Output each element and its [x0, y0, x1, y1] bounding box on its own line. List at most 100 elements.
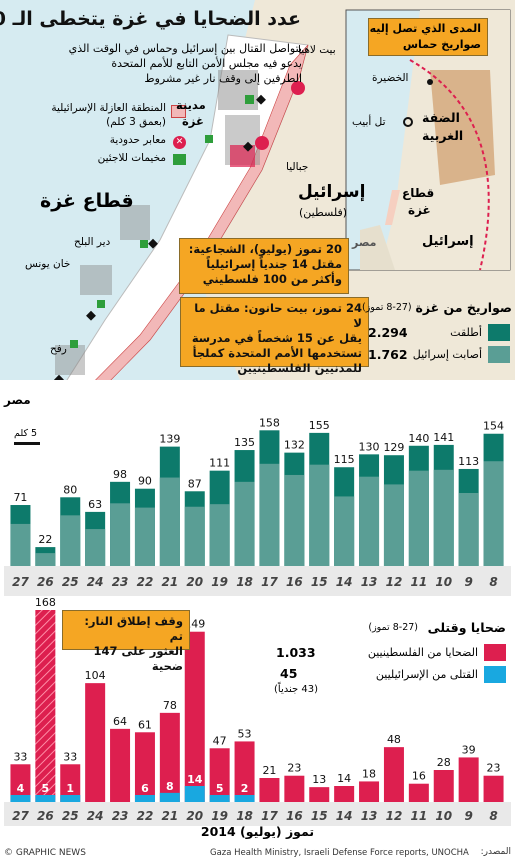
rockets-value-label: 98: [113, 468, 127, 481]
israeli-value-label: 14: [187, 773, 203, 786]
palestinian-value-label: 18: [362, 767, 376, 780]
label-jabalia: جباليا: [286, 161, 309, 173]
palestinian-value-label: 104: [85, 669, 106, 682]
scale-bar: [14, 442, 40, 445]
rockets-value-label: 135: [234, 436, 255, 449]
israeli-bar: [134, 795, 155, 802]
rockets-value-label: 80: [63, 483, 77, 496]
palestinian-bar: [383, 747, 404, 802]
rockets-hit-label: أصابت إسرائيل: [412, 348, 482, 361]
rockets-tick-label: 26: [37, 575, 54, 589]
rockets-hit-bar: [458, 493, 479, 566]
israeli-bar: [60, 795, 81, 802]
callout-shujaiya-line-3: وأكثر من 100 فلسطيني: [202, 272, 342, 286]
casualties-tick-label: 9: [464, 809, 472, 823]
label-israel: إسرائيل: [298, 182, 366, 202]
label-scale: 5 كلم: [14, 428, 38, 439]
casualties-tick-label: 13: [361, 809, 378, 823]
casualties-isr-swatch: [484, 666, 506, 683]
rockets-hit-bar: [259, 463, 280, 566]
rockets-hit-value: 1.762: [368, 347, 408, 362]
palestinian-bar: [35, 610, 56, 802]
label-gaza-city-2: غزة: [182, 114, 204, 128]
palestinian-value-label: 53: [238, 727, 252, 740]
casualties-tick-label: 27: [12, 809, 29, 823]
israeli-bar: [209, 795, 230, 802]
casualties-tick-label: 20: [186, 809, 203, 823]
callout-shujaiya-line-1: 20 تموز (يوليو)، الشجاعية:: [188, 242, 342, 256]
palestinian-value-label: 64: [113, 715, 127, 728]
palestinian-value-label: 39: [462, 743, 476, 756]
rockets-hit-bar: [209, 504, 230, 566]
palestinian-bar: [10, 764, 31, 802]
rockets-hit-swatch: [488, 346, 510, 363]
rockets-tick-label: 22: [137, 575, 154, 589]
rockets-hit-bar: [334, 496, 355, 566]
palestinian-value-label: 21: [262, 764, 276, 777]
callout-ceasefire-line-2: العثور على 147 ضحية: [93, 644, 183, 673]
casualties-tick-label: 12: [386, 809, 403, 823]
casualties-tick-label: 18: [236, 809, 253, 823]
legend-crossings-label: معابر حدودية: [109, 134, 166, 146]
crossing-icon: ✕: [173, 136, 186, 149]
casualties-legend-title: ضحايا وقتلى: [427, 620, 506, 635]
rockets-tick-label: 24: [87, 575, 104, 589]
palestinian-value-label: 61: [138, 718, 152, 731]
israeli-value-label: 1: [66, 782, 74, 795]
callout-beit-hanoun-line-2: يقل عن 15 شخصاً في مدرسة: [191, 331, 362, 345]
casualties-isr-value: 45: [280, 666, 298, 681]
palestinian-value-label: 14: [337, 772, 351, 785]
inset-egypt: [360, 225, 395, 270]
intro-line-2: يدعو فيه مجلس الأمن التابع للأمم المتحدة: [111, 57, 302, 70]
label-khan-younis: خان يونس: [25, 258, 71, 270]
rockets-hit-bar: [309, 464, 330, 566]
rockets-tick-label: 13: [361, 575, 378, 589]
casualties-tick-label: 16: [286, 809, 303, 823]
palestinian-bar: [184, 631, 205, 802]
callout-shujaiya: 20 تموز (يوليو)، الشجاعية: مقتل 14 جنديا…: [179, 238, 349, 294]
rockets-hit-bar: [60, 515, 81, 566]
palestinian-bar: [209, 748, 230, 802]
palestinian-bar: [408, 783, 429, 802]
rockets-tick-label: 14: [336, 575, 353, 589]
casualties-pal-label: الضحايا من الفلسطينيين: [367, 646, 478, 659]
page-title: عدد الضحايا في غزة يتخطى الـ 1.000: [0, 8, 301, 30]
inset-gaza-2: غزة: [408, 203, 431, 217]
palestinian-value-label: 13: [312, 773, 326, 786]
palestinian-bar: [234, 741, 255, 802]
inset-gaza-1: قطاع: [402, 186, 435, 200]
casualties-tick-label: 11: [410, 809, 427, 823]
casualties-isr-label: القتلى من الإسرائيليين: [375, 668, 478, 681]
label-egypt: مصر: [4, 393, 31, 407]
rockets-tick-label: 18: [236, 575, 253, 589]
rockets-legend-period: (8-27 تموز): [362, 302, 412, 313]
xaxis-title: تموز (يوليو) 2014: [200, 824, 315, 839]
israeli-bar: [184, 786, 205, 802]
label-rafah: رفح: [50, 343, 67, 355]
inset-callout-line-2: صواريخ حماس: [402, 38, 481, 51]
callout-ceasefire-line-1: وقف إطلاق النار: تم: [84, 614, 183, 643]
rockets-tick-label: 20: [186, 575, 203, 589]
palestinian-bar: [309, 787, 330, 802]
legend-buffer-label: المنطقة العازلة الإسرائيلية: [51, 102, 166, 114]
palestinian-bar: [483, 775, 504, 802]
rockets-tick-label: 21: [161, 575, 178, 589]
inset-west-bank-2: الغربية: [422, 128, 464, 143]
palestinian-value-label: 48: [387, 733, 401, 746]
rockets-hit-bar: [110, 503, 131, 566]
hadera-dot: [427, 79, 433, 85]
rockets-fired-swatch: [488, 324, 510, 341]
copyright: © GRAPHIC NEWS: [4, 848, 86, 858]
rockets-legend-title: صواريخ من غزة: [415, 300, 512, 315]
casualties-tick-label: 24: [87, 809, 104, 823]
rockets-axis-band: [4, 566, 511, 596]
rockets-value-label: 115: [334, 453, 355, 466]
rockets-hit-bar: [234, 481, 255, 566]
rockets-value-label: 140: [408, 432, 429, 445]
rockets-fired-value: 2.294: [368, 325, 408, 340]
rockets-tick-label: 8: [489, 575, 497, 589]
rockets-value-label: 87: [188, 477, 202, 490]
legend-buffer-swatch: [171, 105, 186, 118]
palestinian-value-label: 47: [213, 734, 227, 747]
label-gaza-strip: قطاع غزة: [40, 190, 134, 212]
